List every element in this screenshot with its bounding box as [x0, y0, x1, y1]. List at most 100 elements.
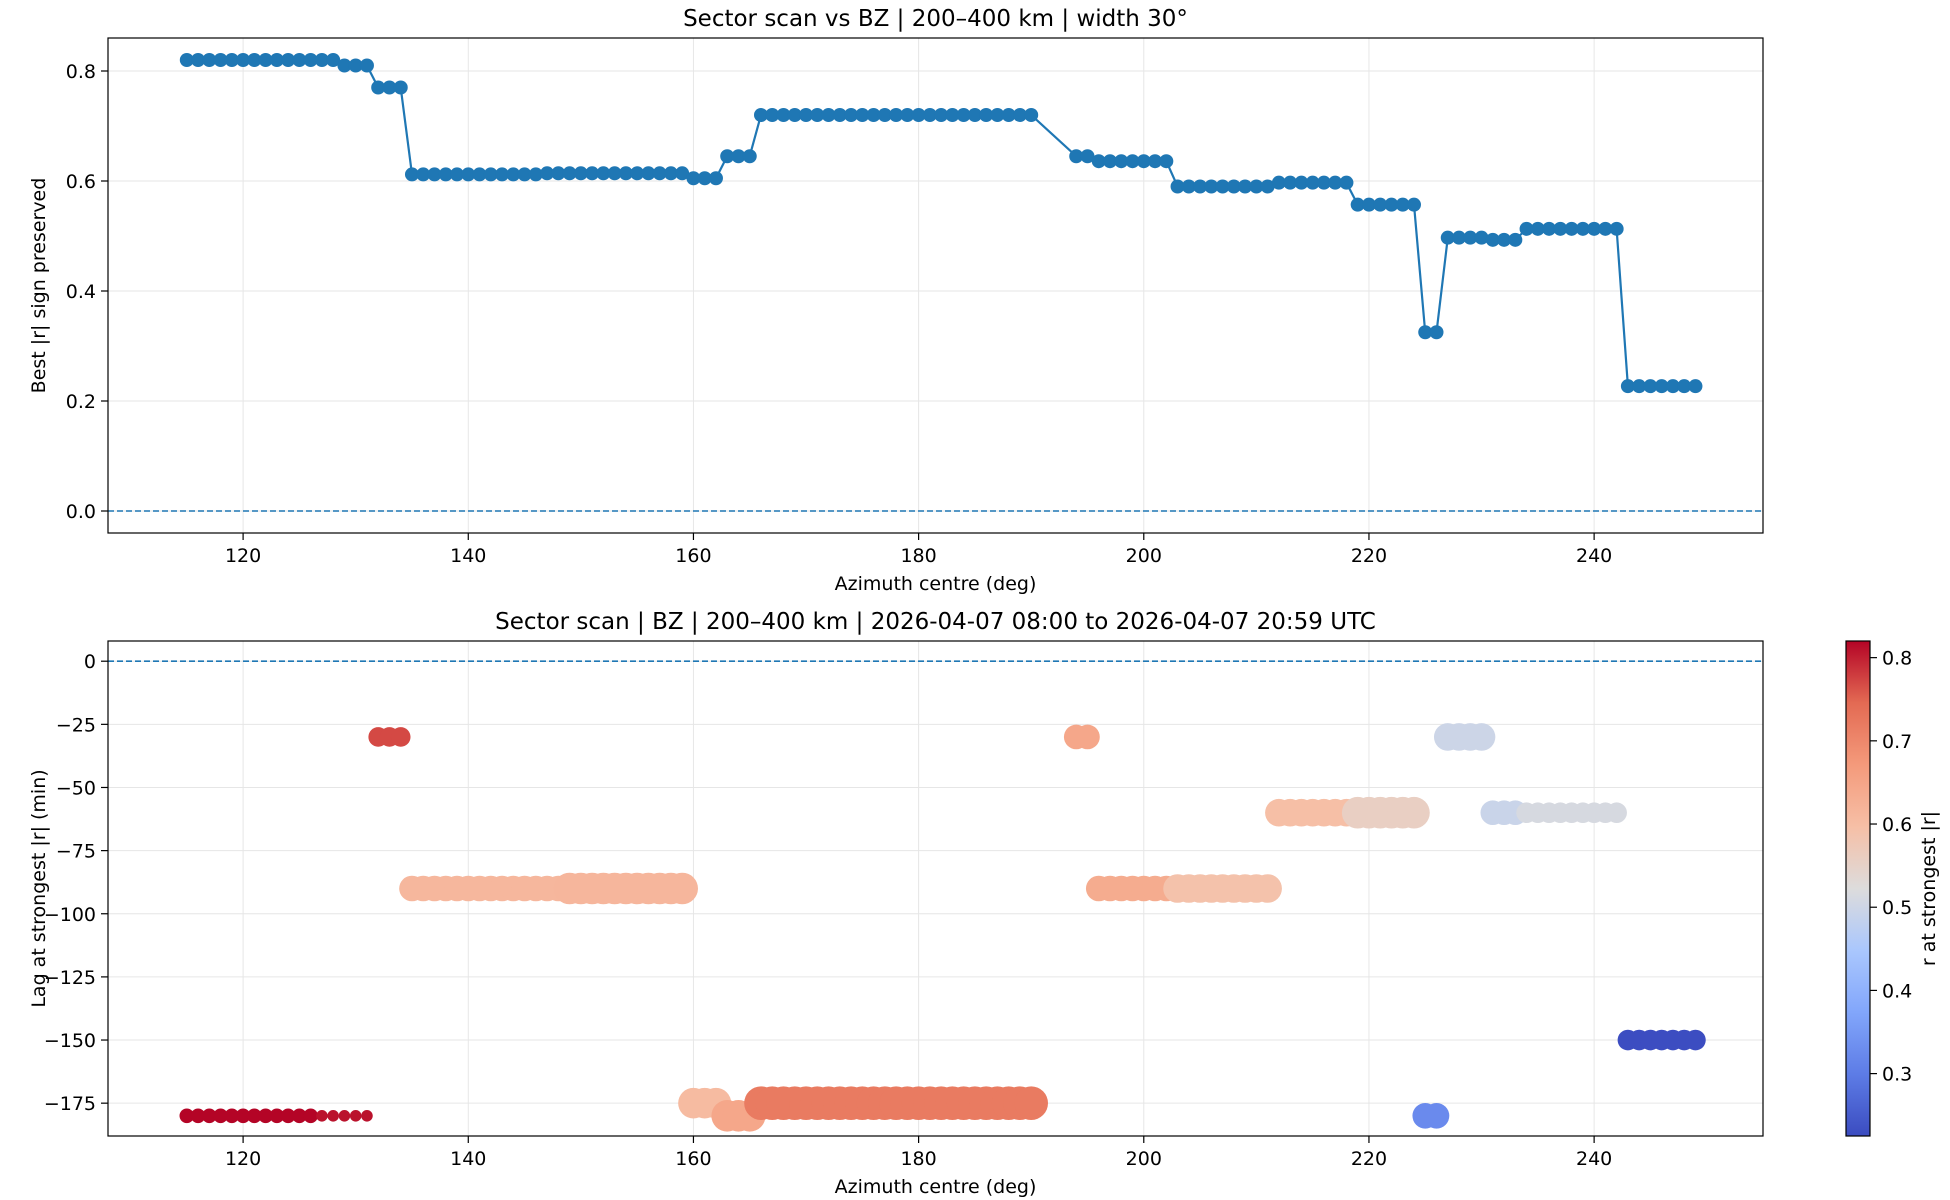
- data-point: [1114, 154, 1129, 169]
- bottom-plot-frame: [107, 640, 1764, 1137]
- data-point: [1497, 232, 1512, 247]
- data-point: [630, 166, 645, 181]
- top-grid: [108, 38, 1763, 533]
- data-point: [450, 167, 465, 182]
- data-point: [1632, 379, 1647, 394]
- data-point: [1260, 179, 1275, 194]
- data-point: [495, 167, 510, 182]
- y-tick-label: −125: [44, 967, 96, 989]
- y-tick-label: 0.2: [66, 391, 96, 413]
- data-point: [1159, 154, 1174, 169]
- scatter-point: [190, 1108, 206, 1124]
- data-point: [1654, 379, 1669, 394]
- data-point: [292, 53, 307, 67]
- x-tick-label: 180: [900, 1148, 936, 1170]
- data-point: [855, 108, 870, 122]
- data-point: [776, 108, 791, 122]
- data-point: [900, 108, 915, 122]
- data-point: [281, 53, 296, 67]
- colorbar-tick-label: 0.3: [1882, 1064, 1912, 1086]
- data-point: [889, 108, 904, 122]
- data-point: [1406, 197, 1421, 212]
- bottom-scatter-points: [179, 723, 1706, 1132]
- y-tick-label: −175: [44, 1093, 96, 1115]
- data-point: [1226, 179, 1241, 194]
- data-point: [1485, 232, 1500, 247]
- bottom-x-axis-label: Azimuth centre (deg): [835, 1176, 1037, 1198]
- data-point: [911, 108, 926, 122]
- scatter-point: [179, 1108, 195, 1124]
- y-tick-label: 0.6: [66, 171, 96, 193]
- data-point: [573, 166, 588, 181]
- top-y-axis-label: Best |r| sign preserved: [28, 178, 50, 394]
- scatter-point: [338, 1109, 351, 1122]
- data-point: [1181, 179, 1196, 194]
- x-tick-label: 200: [1126, 1148, 1162, 1170]
- data-point: [1148, 154, 1163, 169]
- top-chart: 120 140 160 180 200 220 240 0.0 0.2 0.4 0.6 0.8 Se…: [28, 6, 1764, 595]
- data-point: [1080, 149, 1095, 164]
- data-point: [979, 108, 994, 122]
- data-point: [1271, 175, 1286, 190]
- x-tick-label: 240: [1576, 545, 1612, 567]
- data-point: [393, 80, 408, 95]
- data-point: [753, 108, 768, 122]
- scatter-point: [213, 1108, 228, 1124]
- data-point: [1012, 108, 1027, 122]
- data-point: [1474, 230, 1489, 245]
- data-point: [404, 167, 419, 182]
- data-point: [438, 167, 453, 182]
- data-point: [202, 53, 217, 67]
- data-point: [810, 108, 825, 122]
- data-point: [1587, 221, 1602, 236]
- data-point: [866, 108, 881, 122]
- data-point: [551, 166, 566, 181]
- data-point: [1620, 379, 1635, 394]
- data-point: [179, 53, 194, 67]
- data-point: [382, 80, 397, 95]
- bottom-y-axis-label: Lag at strongest |r| (min): [28, 769, 50, 1007]
- data-point: [427, 167, 442, 182]
- data-point: [506, 167, 521, 182]
- y-tick-label: 0.8: [66, 61, 96, 83]
- data-point: [1677, 379, 1692, 394]
- y-tick-label: 0: [84, 651, 96, 673]
- y-tick-label: −100: [44, 904, 96, 926]
- scatter-point: [303, 1108, 318, 1124]
- data-point: [1069, 149, 1084, 164]
- data-point: [247, 53, 262, 67]
- data-point: [1688, 379, 1703, 394]
- scatter-point: [390, 727, 411, 747]
- x-tick-label: 240: [1576, 1148, 1612, 1170]
- colorbar: 0.3 0.4 0.5 0.6 0.7 0.8 r at strongest |r|: [1845, 640, 1940, 1137]
- colorbar-tick-label: 0.6: [1882, 814, 1912, 836]
- scatter-point: [1253, 874, 1282, 903]
- top-x-axis-label: Azimuth centre (deg): [835, 573, 1037, 595]
- scatter-point: [202, 1108, 217, 1124]
- scatter-point: [349, 1109, 362, 1122]
- colorbar-tick-label: 0.4: [1882, 980, 1912, 1002]
- data-point: [236, 53, 251, 67]
- scatter-point: [258, 1108, 273, 1124]
- data-point: [934, 108, 949, 122]
- scatter-point: [327, 1109, 339, 1122]
- data-point: [1204, 179, 1219, 194]
- scatter-point: [666, 872, 698, 905]
- scatter-point: [1467, 723, 1496, 751]
- data-point: [1215, 179, 1230, 194]
- data-point: [1564, 221, 1579, 236]
- x-tick-label: 160: [675, 1148, 711, 1170]
- data-point: [697, 171, 712, 186]
- data-point: [1395, 197, 1410, 212]
- data-point: [742, 149, 757, 164]
- colorbar-ticks: 0.3 0.4 0.5 0.6 0.7 0.8: [1870, 648, 1912, 1086]
- data-point: [765, 108, 780, 122]
- data-point: [314, 53, 329, 67]
- data-point: [326, 53, 341, 67]
- data-point: [832, 108, 847, 122]
- data-point: [562, 166, 577, 181]
- data-point: [1665, 379, 1680, 394]
- scatter-point: [1398, 796, 1430, 829]
- data-point: [1373, 197, 1388, 212]
